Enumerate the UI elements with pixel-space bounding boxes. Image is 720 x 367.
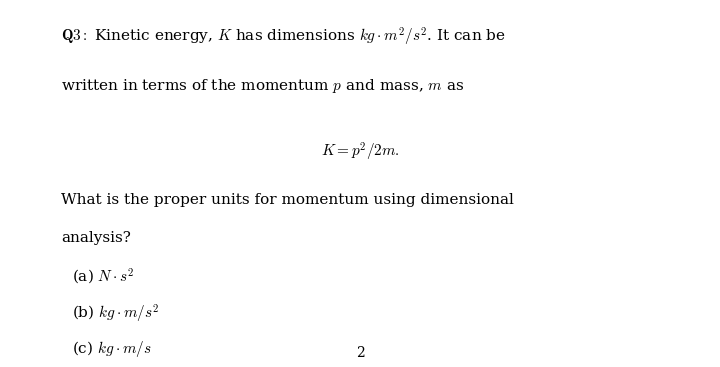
Text: analysis?: analysis? bbox=[61, 231, 131, 245]
Text: written in terms of the momentum $p$ and mass, $m$ as: written in terms of the momentum $p$ and… bbox=[61, 77, 464, 95]
Text: What is the proper units for momentum using dimensional: What is the proper units for momentum us… bbox=[61, 193, 514, 207]
Text: $\bf{Q3:}$ Kinetic energy, $K$ has dimensions $kg \cdot m^2/s^2$. It can be: $\bf{Q3:}$ Kinetic energy, $K$ has dimen… bbox=[61, 26, 506, 48]
Text: 2: 2 bbox=[356, 346, 364, 360]
Text: $K = p^2/2m.$: $K = p^2/2m.$ bbox=[320, 141, 400, 163]
Text: (a) $N \cdot s^2$: (a) $N \cdot s^2$ bbox=[72, 266, 135, 286]
Text: (c) $kg \cdot m/s$: (c) $kg \cdot m/s$ bbox=[72, 339, 151, 359]
Text: (b) $kg \cdot m/s^2$: (b) $kg \cdot m/s^2$ bbox=[72, 303, 159, 325]
